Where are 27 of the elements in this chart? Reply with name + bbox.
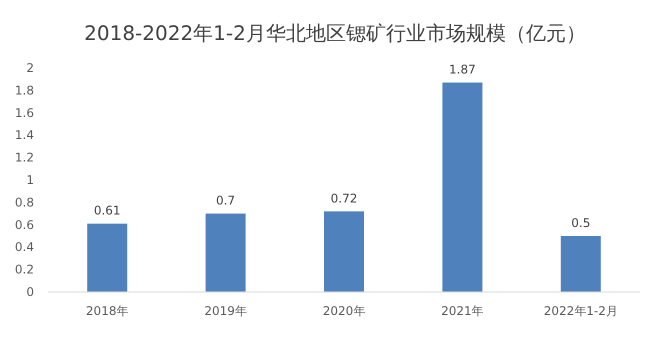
bar (87, 224, 128, 292)
y-tick-label: 0.8 (14, 195, 34, 210)
data-label: 1.87 (449, 62, 476, 77)
data-label: 0.5 (571, 216, 590, 230)
data-label: 0.61 (94, 204, 121, 218)
x-tick-label: 2021年 (441, 304, 484, 318)
y-tick-label: 2 (26, 61, 34, 75)
bar (324, 211, 364, 292)
y-tick-label: 0.4 (14, 240, 34, 254)
y-tick-label: 1.8 (14, 83, 34, 98)
bar (442, 82, 482, 292)
bar (206, 214, 246, 292)
y-tick-label: 0.2 (14, 262, 34, 277)
y-tick-label: 1.4 (14, 128, 34, 142)
data-label: 0.72 (330, 191, 358, 206)
y-tick-label: 1 (26, 173, 34, 187)
chart-title: 2018-2022年1-2月华北地区锶矿行业市场规模（亿元） (84, 21, 586, 45)
data-label: 0.7 (216, 194, 236, 208)
x-tick-label: 2019年 (204, 304, 247, 318)
y-tick-label: 1.2 (14, 150, 34, 165)
x-tick-label: 2020年 (322, 304, 366, 318)
bar (560, 236, 601, 292)
x-tick-label: 2018年 (86, 304, 128, 318)
y-tick-label: 0 (26, 285, 34, 299)
y-tick-label: 1.6 (14, 106, 34, 120)
x-tick-label: 2022年1-2月 (544, 304, 618, 318)
y-tick-label: 0.6 (14, 218, 34, 232)
